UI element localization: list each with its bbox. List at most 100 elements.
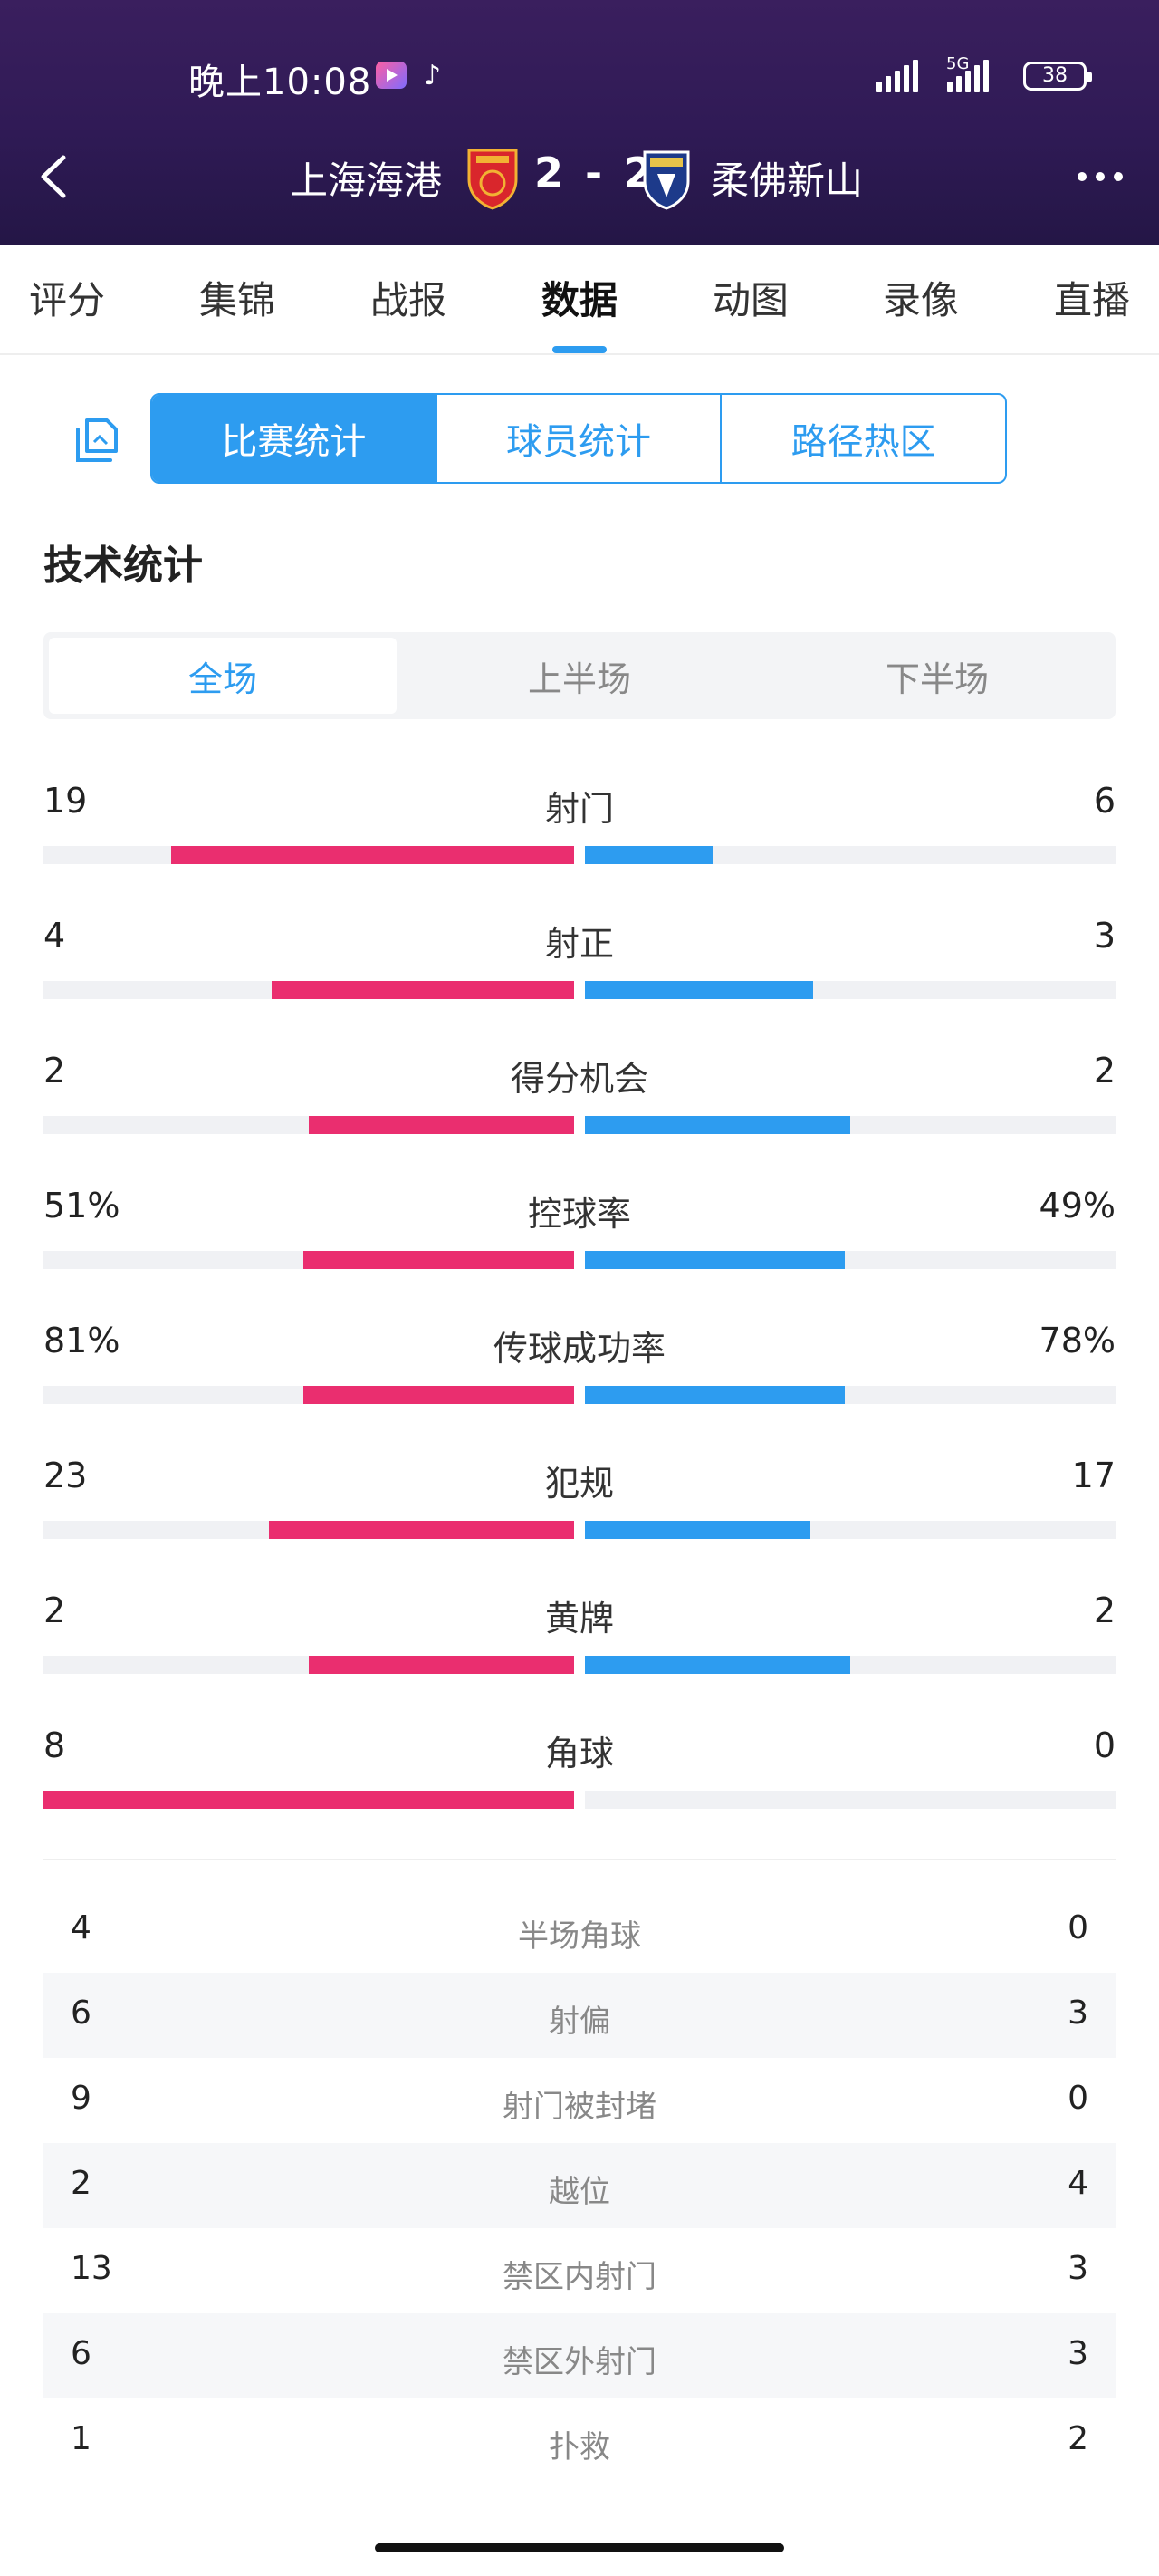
home-bar [171,846,574,864]
stat-away-value: 6 [1093,781,1116,821]
battery-icon: 38 [1023,62,1092,91]
home-bar [272,981,574,999]
home-bar [303,1386,574,1404]
home-bar [269,1521,574,1539]
stat-name: 传球成功率 [493,1329,666,1369]
tab-rating[interactable]: 评分 [28,278,106,322]
away-bar-track [585,1116,1116,1134]
home-bar [309,1116,574,1134]
stat-row-fouls: 23 犯规 17 [43,1456,1116,1546]
table-stat-name: 越位 [549,2174,610,2210]
table-row: 9 射门被封堵 0 [43,2058,1116,2143]
stat-home-value: 2 [43,1591,66,1630]
home-bar [309,1656,574,1674]
home-bar-track [43,1386,574,1404]
tab-live[interactable]: 直播 [1053,278,1131,322]
table-row: 6 射偏 3 [43,1973,1116,2058]
table-away-value: 2 [1068,2420,1088,2457]
away-bar [585,1116,850,1134]
away-bar [585,1251,845,1269]
segment-player-stats[interactable]: 球员统计 [435,395,721,482]
stats-segmented-control: 比赛统计 球员统计 路径热区 [150,393,1007,484]
stat-row-corners: 8 角球 0 [43,1725,1116,1816]
period-second-half[interactable]: 下半场 [885,658,989,699]
period-first-half[interactable]: 上半场 [527,658,631,699]
home-bar-track [43,1791,574,1809]
stat-row-yellow-cards: 2 黄牌 2 [43,1591,1116,1681]
table-row: 13 禁区内射门 3 [43,2228,1116,2313]
signal-icon [876,60,918,92]
tab-replay[interactable]: 录像 [882,278,960,322]
network-label: 5G [946,54,970,73]
table-home-value: 1 [71,2420,91,2457]
stat-row-shots-on-target: 4 射正 3 [43,916,1116,1006]
away-bar-track [585,1386,1116,1404]
home-bar-track [43,1521,574,1539]
table-stat-name: 半场角球 [518,1918,641,1955]
tab-gifs[interactable]: 动图 [712,278,790,322]
home-team-name[interactable]: 上海海港 [290,159,443,203]
tab-report[interactable]: 战报 [369,278,447,322]
stat-name: 角球 [544,1734,614,1773]
period-full-match[interactable]: 全场 [49,638,397,714]
section-divider [43,1859,1116,1860]
table-home-value: 2 [71,2165,91,2202]
home-bar-track [43,981,574,999]
table-row: 1 扑救 2 [43,2398,1116,2484]
table-home-value: 9 [71,2080,91,2117]
table-home-value: 4 [71,1909,91,1946]
active-tab-indicator [552,346,607,353]
share-image-icon[interactable] [71,415,121,466]
stat-home-value: 23 [43,1456,88,1495]
home-bar [303,1251,574,1269]
segment-heatmap[interactable]: 路径热区 [720,395,1005,482]
home-team-crest-icon[interactable] [464,145,522,210]
table-away-value: 3 [1068,2250,1088,2287]
away-team-crest-icon[interactable] [641,145,692,210]
stat-away-value: 3 [1093,916,1116,956]
table-row: 2 越位 4 [43,2143,1116,2228]
table-home-value: 6 [71,1994,91,2032]
away-bar-track [585,1791,1116,1809]
away-bar [585,1386,845,1404]
away-bar [585,1656,850,1674]
stat-home-value: 8 [43,1725,66,1765]
away-bar-track [585,846,1116,864]
more-options-icon[interactable] [1078,172,1123,181]
status-time: 晚上10:08 [188,62,372,103]
home-bar-track [43,846,574,864]
section-title: 技术统计 [43,543,203,589]
stat-row-pass-accuracy: 81% 传球成功率 78% [43,1321,1116,1411]
away-bar [585,981,813,999]
stat-away-value: 49% [1039,1186,1116,1226]
stat-home-value: 19 [43,781,88,821]
period-tabs: 全场 上半场 下半场 [43,632,1116,719]
stat-home-value: 4 [43,916,66,956]
detail-stats-table: 4 半场角球 0 6 射偏 3 9 射门被封堵 0 2 越位 4 13 禁区内射… [43,1888,1116,2484]
stat-name: 黄牌 [544,1599,614,1639]
stat-home-value: 81% [43,1321,120,1360]
away-team-name[interactable]: 柔佛新山 [711,159,864,203]
stat-row-possession: 51% 控球率 49% [43,1186,1116,1276]
stat-away-value: 78% [1039,1321,1116,1360]
stat-away-value: 2 [1093,1051,1116,1091]
table-away-value: 0 [1068,2080,1088,2117]
tab-stats[interactable]: 数据 [541,278,618,322]
home-bar-track [43,1251,574,1269]
stat-name: 犯规 [544,1464,614,1504]
table-away-value: 4 [1068,2165,1088,2202]
home-bar-track [43,1656,574,1674]
table-stat-name: 禁区内射门 [503,2259,656,2295]
home-indicator[interactable] [375,2543,784,2552]
away-bar-track [585,1656,1116,1674]
back-arrow-icon[interactable] [36,154,72,199]
table-away-value: 0 [1068,1909,1088,1946]
stat-row-chances: 2 得分机会 2 [43,1051,1116,1141]
match-score: 2 - 2 [534,149,657,197]
segment-match-stats[interactable]: 比赛统计 [152,395,436,482]
stat-home-value: 2 [43,1051,66,1091]
tab-highlights[interactable]: 集锦 [198,278,276,322]
stat-name: 得分机会 [510,1059,648,1099]
stat-name: 射门 [544,789,614,829]
video-app-icon [376,62,407,89]
